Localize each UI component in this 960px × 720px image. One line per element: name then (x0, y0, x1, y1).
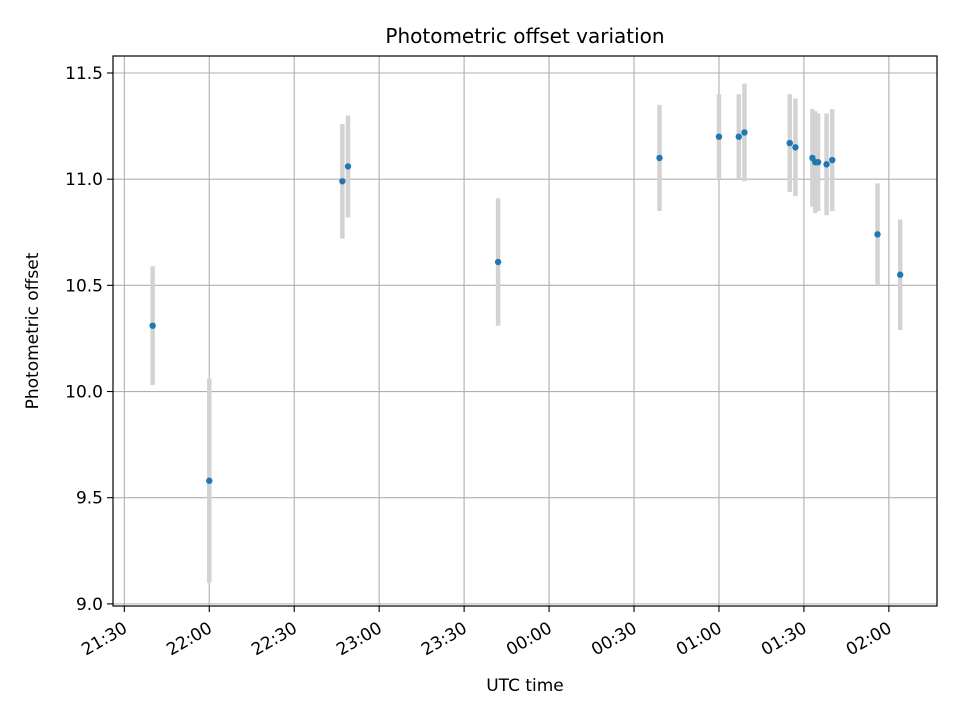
y-tick-label: 9.5 (76, 489, 103, 509)
grid (113, 56, 937, 606)
y-tick-label: 11.0 (65, 170, 103, 190)
data-point (344, 163, 352, 170)
data-point (829, 156, 836, 164)
data-point (206, 477, 213, 484)
y-axis-label: Photometric offset (23, 252, 43, 409)
data-point (786, 139, 793, 147)
data-point (741, 129, 748, 136)
data-point (656, 154, 663, 162)
x-axis-label: UTC time (486, 676, 564, 696)
data-point (823, 161, 830, 168)
data-point (494, 258, 502, 266)
data-point (715, 133, 723, 140)
data-point (339, 178, 346, 185)
y-tick-label: 11.5 (65, 64, 103, 84)
data-point (874, 231, 881, 238)
data-point (149, 322, 156, 329)
data-point (896, 271, 904, 278)
y-tick-label: 10.5 (65, 276, 103, 296)
y-tick-label: 10.0 (65, 383, 103, 403)
y-axis-ticks: 9.0 9.5 10.0 10.5 11.0 11.5 (65, 64, 113, 615)
plot-frame (112, 55, 938, 607)
chart-title: Photometric offset variation (385, 24, 664, 48)
data-point (814, 158, 822, 166)
data-point (735, 133, 742, 140)
data-point (792, 144, 799, 151)
y-tick-label: 9.0 (76, 595, 103, 615)
data-points (149, 129, 904, 484)
